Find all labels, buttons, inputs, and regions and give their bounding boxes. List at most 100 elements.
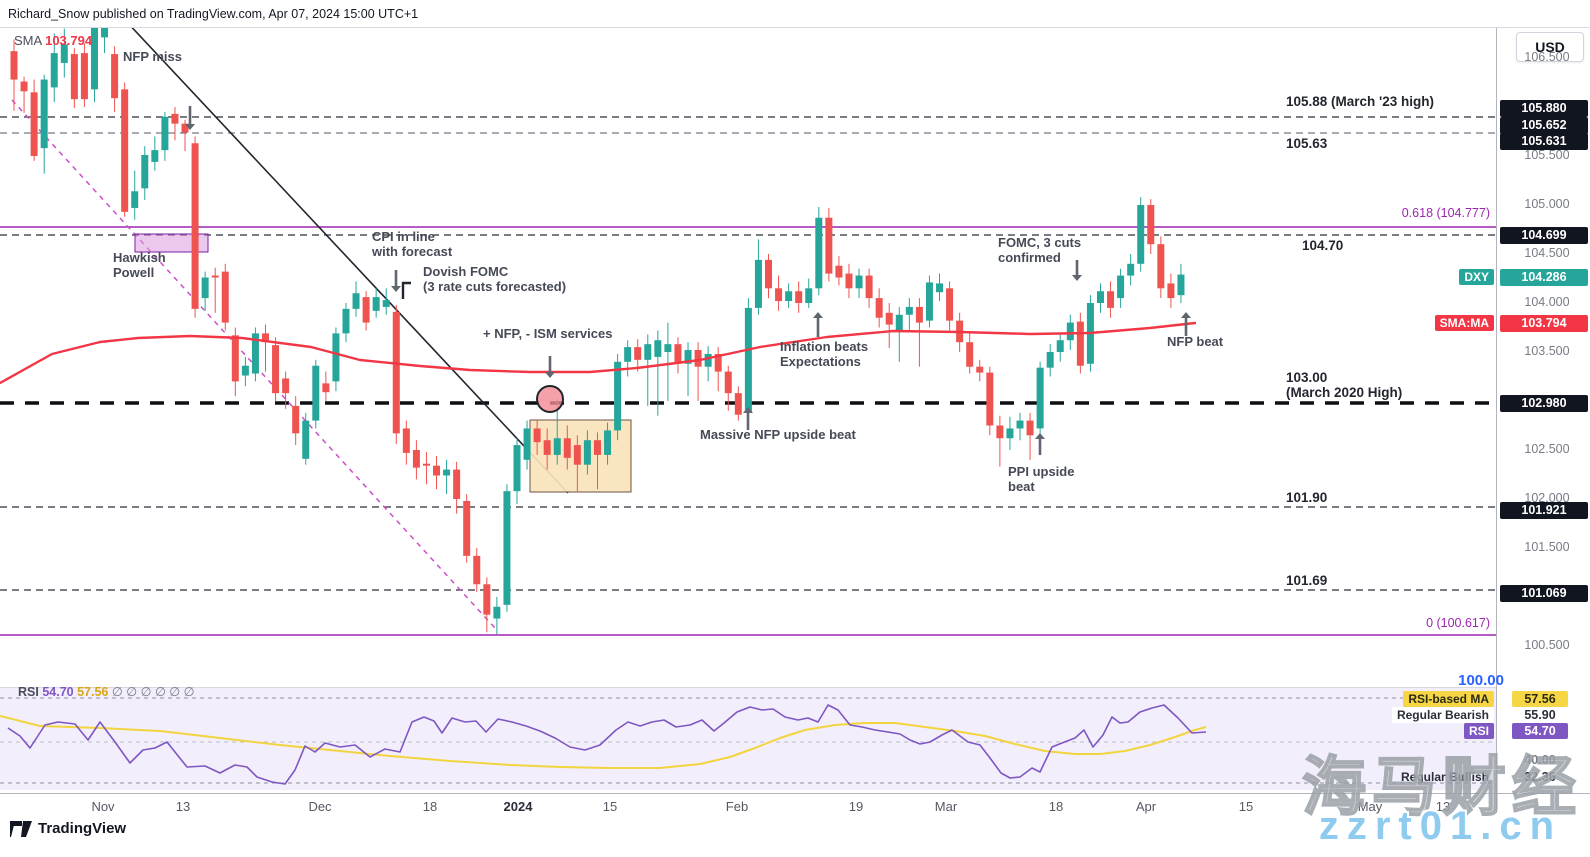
price-axis-border: [1496, 28, 1497, 813]
annotation-arrow-3[interactable]: [743, 407, 753, 430]
level-label-5: 101.69: [1286, 573, 1328, 588]
price-axis-tick[interactable]: 102.500: [1524, 442, 1570, 456]
fib-level-label-1: 0 (100.617): [1426, 616, 1490, 630]
annotation-text-6[interactable]: Inflation beats Expectations: [780, 339, 869, 369]
rsi-pane-background[interactable]: [0, 688, 1496, 790]
annotation-arrow-0[interactable]: [185, 106, 195, 130]
tradingview-logo-icon: [10, 820, 32, 837]
header-divider: [0, 27, 1590, 28]
annotation-text-5[interactable]: Massive NFP upside beat: [700, 427, 856, 442]
time-axis-label-18[interactable]: 18: [1048, 799, 1064, 814]
watermark-cn: 海马财经: [1301, 750, 1582, 824]
rsi-pane[interactable]: [0, 697, 1496, 785]
time-axis-label-15[interactable]: 15: [602, 799, 618, 814]
sma-legend-label: SMA: [14, 33, 42, 48]
price-axis-tick[interactable]: 104.000: [1524, 295, 1570, 309]
price-axis-tick[interactable]: 105.000: [1524, 197, 1570, 211]
sma-legend-value: 103.794: [45, 33, 93, 48]
annotation-text-7[interactable]: FOMC, 3 cuts confirmed: [998, 235, 1082, 265]
price-chip-DXY: DXY: [1459, 269, 1494, 285]
rsi-row-value-4: 32.36: [1524, 770, 1556, 784]
rsi-ma-legend-value: 57.56: [77, 685, 109, 699]
annotation-text-9[interactable]: NFP beat: [1167, 334, 1224, 349]
annotation-arrow-7[interactable]: [1181, 312, 1191, 336]
rsi-row-value-1: 55.90: [1524, 708, 1556, 722]
rsi-row-chip-1: Regular Bearish: [1391, 707, 1494, 723]
candlestick-series: [10, 28, 1185, 635]
price-axis-tick[interactable]: 106.500: [1524, 50, 1570, 64]
price-axis-tick[interactable]: 100.500: [1524, 638, 1570, 652]
price-badge-101.069: 101.069: [1500, 584, 1588, 602]
price-badge-DXY: 104.286: [1500, 268, 1588, 286]
price-badge-105.631: 105.631: [1500, 132, 1588, 150]
bracket-drawing[interactable]: [401, 281, 411, 299]
annotation-arrow-1[interactable]: [391, 270, 401, 292]
annotation-text-4[interactable]: + NFP, - ISM services: [483, 326, 613, 341]
price-badge-105.652: 105.652: [1500, 116, 1588, 134]
level-label-0: 105.88 (March '23 high): [1286, 94, 1435, 109]
rsi-row-value-2: 54.70: [1512, 723, 1568, 739]
time-axis-label-15[interactable]: 15: [1238, 799, 1254, 814]
price-axis-tick[interactable]: 105.500: [1524, 148, 1570, 162]
annotation-text-3[interactable]: Dovish FOMC (3 rate cuts forecasted): [423, 264, 567, 294]
time-axis-label-19[interactable]: 19: [848, 799, 864, 814]
price-badge-101.921: 101.921: [1500, 501, 1588, 519]
time-axis-label-May[interactable]: May: [1357, 799, 1383, 814]
price-chip-SMA:MA: SMA:MA: [1434, 315, 1494, 331]
price-axis-tick[interactable]: 104.500: [1524, 246, 1570, 260]
time-axis-label-18[interactable]: 18: [422, 799, 438, 814]
fib-level-label-0: 0.618 (104.777): [1401, 206, 1490, 220]
level-label-100: 100.00: [1458, 672, 1504, 689]
trendline-0[interactable]: [125, 20, 569, 494]
rsi-line[interactable]: [7, 704, 1207, 785]
rsi-row-chip-2: RSI: [1463, 723, 1494, 739]
rsi-row-chip-0: RSI-based MA: [1403, 691, 1494, 707]
time-axis-label-Apr[interactable]: Apr: [1135, 799, 1157, 814]
sma-line[interactable]: [0, 321, 1197, 385]
watermark-url: zzrt01.cn: [1318, 804, 1562, 848]
time-axis-label-13[interactable]: 13: [175, 799, 191, 814]
time-axis-border: [0, 793, 1590, 794]
price-badge-105.880: 105.880: [1500, 99, 1588, 117]
level-label-4: 101.90: [1286, 490, 1328, 505]
rsi-row-value-3: 40.00: [1524, 753, 1556, 767]
rsi-row-chip-4: Regular Bullish: [1400, 770, 1489, 784]
time-axis-label-Nov[interactable]: Nov: [91, 799, 115, 814]
rsi-legend-label: RSI: [18, 685, 39, 699]
publisher-header: Richard_Snow published on TradingView.co…: [8, 7, 419, 21]
circle-marker[interactable]: [536, 385, 564, 413]
time-axis-label-13[interactable]: 13: [1435, 799, 1451, 814]
main-pane[interactable]: [0, 20, 1496, 636]
pane-divider[interactable]: [0, 687, 1496, 688]
price-badge-104.699: 104.699: [1500, 226, 1588, 244]
price-axis-tick[interactable]: 103.500: [1524, 344, 1570, 358]
annotation-arrow-6[interactable]: [1035, 433, 1045, 455]
rsi-legend[interactable]: RSI 54.70 57.56 ∅ ∅ ∅ ∅ ∅ ∅: [18, 684, 195, 699]
price-badge-102.980: 102.980: [1500, 394, 1588, 412]
currency-usd-button[interactable]: USD: [1516, 32, 1584, 62]
annotation-text-1[interactable]: Hawkish Powell: [113, 250, 166, 280]
sma-legend[interactable]: SMA 103.794: [14, 33, 92, 48]
time-axis-label-Mar[interactable]: Mar: [934, 799, 958, 814]
annotation-arrow-5[interactable]: [1072, 260, 1082, 281]
annotation-text-8[interactable]: PPI upside beat: [1008, 464, 1075, 494]
time-axis-label-2024[interactable]: 2024: [503, 799, 533, 814]
annotation-arrow-4[interactable]: [813, 312, 823, 337]
time-axis-label-Dec[interactable]: Dec: [308, 799, 332, 814]
rsi-ma-line[interactable]: [0, 715, 1207, 769]
price-badge-SMA:MA: 103.794: [1500, 314, 1588, 332]
rsi-legend-value: 54.70: [42, 685, 74, 699]
annotation-arrow-2[interactable]: [545, 356, 555, 378]
tradingview-logo-text: TradingView: [38, 820, 127, 837]
level-label-2: 104.70: [1302, 238, 1344, 253]
tradingview-logo[interactable]: TradingView: [10, 820, 126, 837]
annotation-text-0[interactable]: NFP miss: [123, 49, 183, 64]
price-axis-tick[interactable]: 101.500: [1524, 540, 1570, 554]
level-label-1: 105.63: [1286, 136, 1328, 151]
annotation-text-2[interactable]: CPI in line with forecast: [372, 229, 453, 259]
rsi-row-value-0: 57.56: [1512, 691, 1568, 707]
highlight-box-0[interactable]: [134, 233, 209, 253]
time-axis-label-Feb[interactable]: Feb: [725, 799, 749, 814]
